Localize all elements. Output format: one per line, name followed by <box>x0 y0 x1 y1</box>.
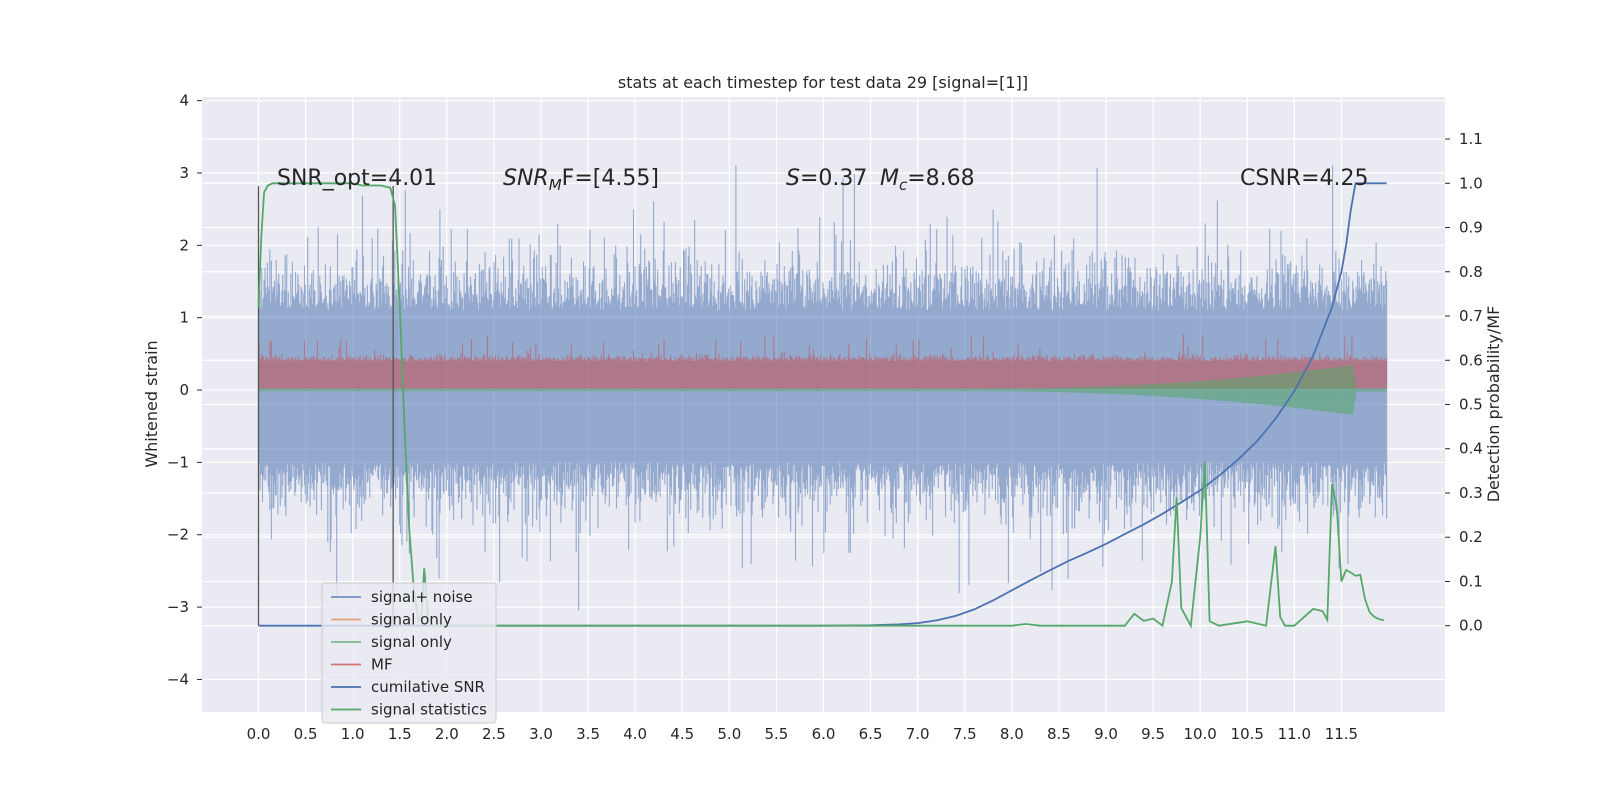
legend-label: signal only <box>371 633 452 651</box>
x-tick-label: 3.0 <box>529 725 553 743</box>
legend-label: signal only <box>371 611 452 629</box>
annotation-snr-mf: SNRMF=[4.55] <box>503 166 659 194</box>
annotation-mc: Mc=8.68 <box>880 166 975 194</box>
x-tick-label: 5.0 <box>717 725 741 743</box>
annotation-mc-sub: c <box>899 176 908 194</box>
x-tick-label: 8.5 <box>1047 725 1071 743</box>
y-right-tick-label: 0.0 <box>1459 617 1483 635</box>
y-left-tick-label: −2 <box>167 526 189 544</box>
x-tick-label: 5.5 <box>764 725 788 743</box>
legend-label: signal+ noise <box>371 588 473 606</box>
probability-lines <box>257 182 1387 629</box>
y-left-tick-label: −3 <box>167 598 189 616</box>
axis-ticks: 0.0 0.5 1.0 1.5 2.0 2.5 3.0 3.5 4.0 4.5 5.0 5.5 6.0 6… <box>167 92 1483 743</box>
signal-only-trace <box>258 365 1387 415</box>
x-tick-label: 1.0 <box>341 725 365 743</box>
x-tick-label: 7.0 <box>906 725 930 743</box>
x-tick-label: 11.5 <box>1325 725 1358 743</box>
legend: signal+ noise signal only signal only MF cum… <box>321 582 497 724</box>
y-left-tick-label: 2 <box>179 236 189 254</box>
annotation-s-rest: =0.37 <box>800 166 867 191</box>
annotation-snr-mf-rest: F=[4.55] <box>562 166 659 191</box>
y-left-tick-label: −4 <box>167 670 189 688</box>
annotation-snr-opt: SNR_opt=4.01 <box>277 166 437 191</box>
legend-label: signal statistics <box>371 701 487 719</box>
y-left-tick-label: 3 <box>179 164 189 182</box>
signal-only-band <box>258 365 1387 415</box>
x-tick-label: 10.5 <box>1231 725 1264 743</box>
annotation-csnr: CSNR=4.25 <box>1240 166 1369 191</box>
x-tick-label: 2.5 <box>482 725 506 743</box>
y-right-tick-label: 0.8 <box>1459 263 1483 281</box>
x-tick-label: 0.5 <box>294 725 318 743</box>
y-right-tick-label: 0.3 <box>1459 484 1483 502</box>
y-left-tick-label: 0 <box>179 381 189 399</box>
y-right-tick-label: 0.9 <box>1459 219 1483 237</box>
signal-statistics-line <box>257 182 1385 629</box>
x-tick-label: 9.0 <box>1094 725 1118 743</box>
y-right-tick-label: 0.1 <box>1459 572 1483 590</box>
y-right-tick-label: 0.7 <box>1459 307 1483 325</box>
legend-label: MF <box>371 656 393 674</box>
y-left-tick-label: 1 <box>179 309 189 327</box>
x-tick-label: 1.5 <box>388 725 412 743</box>
x-tick-label: 4.5 <box>670 725 694 743</box>
y-right-tick-label: 0.6 <box>1459 351 1483 369</box>
annotation-mc-rest: =8.68 <box>907 166 974 191</box>
x-tick-label: 0.0 <box>247 725 271 743</box>
x-tick-label: 9.5 <box>1141 725 1165 743</box>
annotation-mc-main: M <box>880 166 899 191</box>
x-tick-label: 7.5 <box>953 725 977 743</box>
x-tick-label: 11.0 <box>1278 725 1311 743</box>
y-right-tick-label: 1.1 <box>1459 130 1483 148</box>
legend-label: cumilative SNR <box>371 678 485 696</box>
y-right-tick-label: 0.5 <box>1459 396 1483 414</box>
x-tick-label: 2.0 <box>435 725 459 743</box>
y-axis-label-right: Detection probability/MF <box>1484 306 1503 503</box>
x-tick-label: 4.0 <box>623 725 647 743</box>
marker-lines <box>257 185 394 626</box>
y-right-tick-label: 1.0 <box>1459 174 1483 192</box>
legend-box <box>321 582 497 724</box>
x-tick-label: 6.5 <box>859 725 883 743</box>
annotation-snr-mf-main: SNR <box>503 166 549 191</box>
annotation-snr-mf-sub: M <box>549 176 562 194</box>
x-tick-label: 8.0 <box>1000 725 1024 743</box>
y-right-tick-label: 0.4 <box>1459 440 1483 458</box>
chart-title: stats at each timestep for test data 29 … <box>618 73 1028 92</box>
y-right-tick-label: 0.2 <box>1459 528 1483 546</box>
y-axis-label-left: Whitened strain <box>142 340 161 467</box>
x-tick-label: 10.0 <box>1183 725 1216 743</box>
x-tick-label: 6.0 <box>812 725 836 743</box>
y-left-tick-label: −1 <box>167 453 189 471</box>
annotation-s-main: S <box>786 166 800 191</box>
annotation-s: S=0.37 <box>786 166 867 191</box>
x-tick-label: 3.5 <box>576 725 600 743</box>
y-left-tick-label: 4 <box>179 92 189 110</box>
